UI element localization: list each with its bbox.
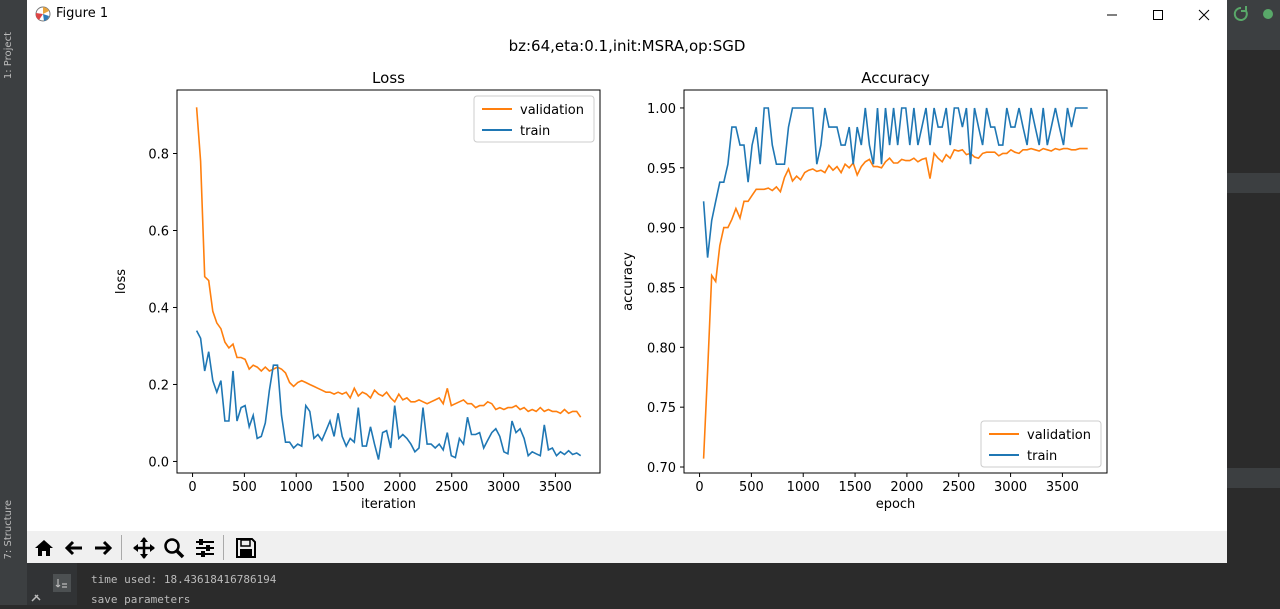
series-line-validation: [702, 147, 1088, 459]
x-tick-label: 1500: [332, 480, 365, 495]
series-line-train: [702, 107, 1088, 258]
x-tick-label: 0: [695, 480, 703, 495]
series-line-validation: [195, 107, 582, 418]
navigation-toolbar: [27, 531, 1227, 563]
x-tick-label: 3500: [1046, 480, 1079, 495]
accuracy-axes: 0 500 1000 1500 2000 2500 3000 3500 0.70 0.75 0.80…: [621, 69, 1108, 512]
close-button[interactable]: [1181, 0, 1227, 29]
forward-button[interactable]: [89, 534, 116, 561]
zoom-button[interactable]: [160, 534, 187, 561]
home-button[interactable]: [30, 534, 57, 561]
y-tick-label: 0.2: [148, 378, 169, 393]
x-tick-label: 2000: [383, 480, 416, 495]
loss-axes: 0 500 1000 1500 2000 2500 3000 3500 0.0 0.2 0.4 0.6…: [114, 69, 601, 512]
y-tick-label: 0.0: [148, 455, 169, 470]
x-tick-label: 0: [188, 480, 196, 495]
axes-title: Loss: [372, 69, 405, 87]
y-axis-label: accuracy: [621, 252, 636, 311]
legend-label-validation: validation: [520, 103, 584, 118]
y-tick-label: 0.70: [647, 461, 676, 476]
x-tick-label: 2500: [435, 480, 468, 495]
x-tick-label: 2500: [942, 480, 975, 495]
y-tick-label: 0.85: [647, 281, 676, 296]
save-icon: [235, 537, 256, 558]
maximize-icon: [1153, 9, 1163, 20]
legend-label-train: train: [520, 124, 550, 139]
x-tick-label: 2000: [890, 480, 923, 495]
maximize-button[interactable]: [1135, 0, 1181, 29]
figure-suptitle: bz:64,eta:0.1,init:MSRA,op:SGD: [509, 37, 746, 55]
console-gutter-icons: [31, 574, 71, 602]
ide-right-bar: [1227, 468, 1280, 488]
configure-subplots-button[interactable]: [191, 534, 218, 561]
window-titlebar: Figure 1: [27, 0, 1227, 29]
pin-icon: [31, 594, 41, 602]
ide-left-toolstrip: 1: Project 7: Structure: [0, 0, 28, 605]
series-line-train: [195, 330, 582, 460]
y-axis-label: loss: [114, 269, 129, 294]
console-gutter: [27, 563, 77, 605]
close-icon: [1198, 9, 1210, 20]
y-tick-label: 0.8: [148, 148, 169, 163]
pan-button[interactable]: [130, 534, 157, 561]
console-line: save parameters: [91, 593, 191, 606]
y-tick-label: 0.95: [647, 162, 676, 177]
x-tick-label: 3000: [487, 480, 520, 495]
ide-right-bar: [1227, 173, 1280, 193]
figure-svg: bz:64,eta:0.1,init:MSRA,op:SGD 0 500 1000 1…: [114, 37, 1108, 512]
x-tick-label: 500: [232, 480, 257, 495]
axes-frame: [683, 89, 1108, 474]
y-tick-label: 0.75: [647, 401, 676, 416]
scroll-to-end-icon: [53, 574, 71, 592]
x-axis-label: iteration: [361, 497, 416, 512]
forward-arrow-icon: [94, 540, 112, 555]
toolbar-separator: [121, 535, 122, 560]
minimize-button[interactable]: [1089, 0, 1135, 29]
y-tick-label: 0.90: [647, 222, 676, 237]
y-tick-label: 0.4: [148, 301, 169, 316]
pan-icon: [132, 536, 155, 559]
x-axis-label: epoch: [876, 497, 916, 512]
save-button[interactable]: [232, 534, 259, 561]
zoom-icon: [163, 537, 184, 558]
x-tick-label: 500: [739, 480, 764, 495]
x-tick-label: 3000: [994, 480, 1027, 495]
x-tick-label: 3500: [539, 480, 572, 495]
rerun-icon: [1233, 6, 1248, 21]
ide-right-panel: [1227, 0, 1280, 605]
run-console: time used: 18.43618416786194 save parame…: [27, 563, 1227, 606]
ide-run-icons: [1233, 6, 1273, 21]
x-tick-label: 1500: [839, 480, 872, 495]
back-button[interactable]: [60, 534, 87, 561]
home-icon: [34, 539, 53, 556]
structure-tool-tab[interactable]: 7: Structure: [3, 500, 14, 560]
axes-frame: [176, 89, 601, 474]
x-tick-label: 1000: [787, 480, 820, 495]
configure-icon: [195, 538, 214, 557]
window-title: Figure 1: [56, 6, 109, 21]
legend-label-validation: validation: [1027, 428, 1091, 443]
figure-canvas[interactable]: bz:64,eta:0.1,init:MSRA,op:SGD 0 500 1000 1…: [27, 29, 1227, 531]
minimize-icon: [1107, 14, 1117, 15]
y-tick-label: 1.00: [647, 102, 676, 117]
x-tick-label: 1000: [280, 480, 313, 495]
figure-window: Figure 1 bz:64,eta:0.1,init:MSRA,op:SGD …: [27, 0, 1227, 563]
debug-icon: [1263, 9, 1273, 19]
axes-title: Accuracy: [861, 69, 930, 87]
back-arrow-icon: [64, 540, 82, 555]
y-tick-label: 0.80: [647, 341, 676, 356]
toolbar-separator: [223, 535, 224, 560]
console-line: time used: 18.43618416786194: [91, 573, 277, 586]
matplotlib-app-icon: [35, 6, 51, 22]
ide-right-toolbar: [1227, 0, 1280, 50]
legend-label-train: train: [1027, 449, 1057, 464]
project-tool-tab[interactable]: 1: Project: [3, 32, 14, 80]
y-tick-label: 0.6: [148, 224, 169, 239]
